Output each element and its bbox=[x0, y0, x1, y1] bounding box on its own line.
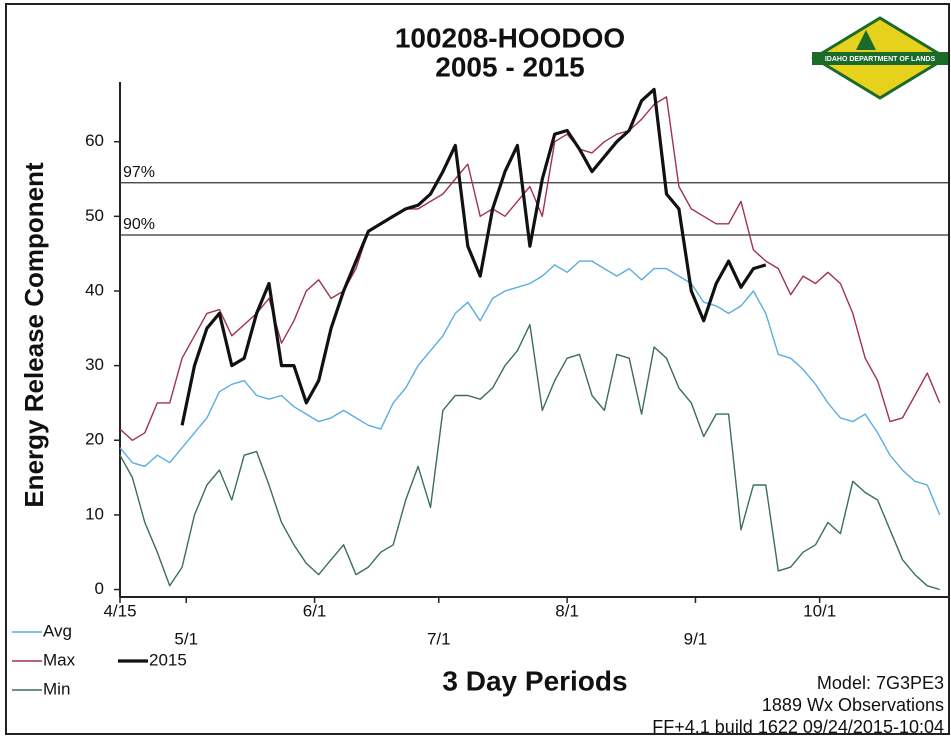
y-tick-label: 30 bbox=[85, 355, 104, 374]
logo-text: IDAHO DEPARTMENT OF LANDS bbox=[825, 56, 936, 63]
legend-label: 2015 bbox=[149, 650, 187, 669]
logo: IDAHO DEPARTMENT OF LANDS bbox=[811, 16, 949, 100]
series-line bbox=[180, 87, 767, 426]
y-axis-label: Energy Release Component bbox=[19, 162, 49, 508]
x-tick-label: 7/1 bbox=[427, 629, 451, 648]
series-line bbox=[119, 260, 941, 516]
footer-text: Model: 7G3PE3 bbox=[817, 673, 944, 693]
chart-title: 100208-HOODOO bbox=[395, 22, 625, 53]
x-tick-label: 8/1 bbox=[555, 601, 579, 620]
x-tick-label: 9/1 bbox=[684, 629, 708, 648]
legend-label: Min bbox=[43, 679, 70, 698]
y-tick-label: 10 bbox=[85, 504, 104, 523]
x-axis-label: 3 Day Periods bbox=[442, 665, 627, 696]
x-tick-label: 4/15 bbox=[103, 601, 136, 620]
x-tick-label: 6/1 bbox=[303, 601, 327, 620]
frame bbox=[5, 3, 950, 735]
logo-tree bbox=[856, 30, 876, 50]
reference-label: 90% bbox=[123, 216, 155, 233]
reference-label: 97% bbox=[123, 164, 155, 181]
x-tick-label: 5/1 bbox=[174, 629, 198, 648]
y-tick-label: 40 bbox=[85, 280, 104, 299]
chart-subtitle: 2005 - 2015 bbox=[435, 51, 584, 82]
y-tick-label: 0 bbox=[95, 579, 104, 598]
y-tick-label: 60 bbox=[85, 131, 104, 150]
footer-text: FF+4.1 build 1622 09/24/2015-10:04 bbox=[652, 717, 944, 736]
legend-label: Avg bbox=[43, 621, 72, 640]
legend-label: Max bbox=[43, 650, 76, 669]
y-tick-label: 50 bbox=[85, 206, 104, 225]
logo-band bbox=[812, 52, 948, 65]
y-tick-label: 20 bbox=[85, 430, 104, 449]
series-line bbox=[119, 323, 940, 591]
x-tick-label: 10/1 bbox=[803, 601, 836, 620]
footer-text: 1889 Wx Observations bbox=[762, 695, 944, 715]
